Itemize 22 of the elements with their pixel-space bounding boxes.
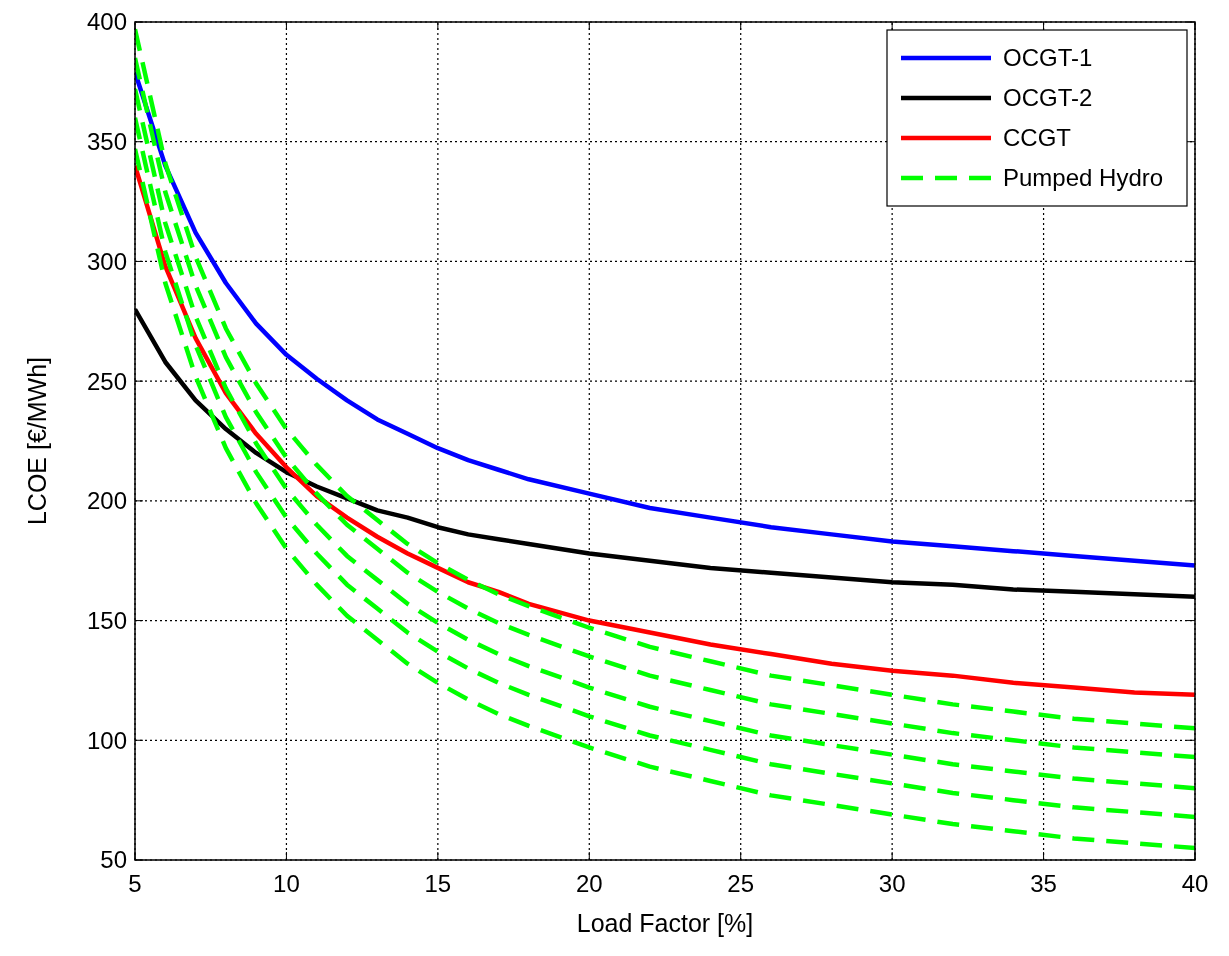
y-tick-label: 150 xyxy=(86,606,127,634)
legend-label: Pumped Hydro xyxy=(1003,164,1164,192)
y-tick-label: 400 xyxy=(86,8,127,36)
x-tick-label: 25 xyxy=(727,870,755,897)
x-axis-title: Load Factor [%] xyxy=(576,909,754,937)
x-tick-label: 15 xyxy=(424,870,452,897)
x-tick-label: 20 xyxy=(575,870,603,897)
y-tick-label: 350 xyxy=(86,128,127,156)
y-tick-label: 300 xyxy=(86,247,127,275)
y-axis-title: LCOE [€/MWh] xyxy=(23,356,51,526)
legend-label: OCGT-2 xyxy=(1003,84,1093,112)
x-tick-label: 35 xyxy=(1030,870,1057,897)
x-tick-label: 40 xyxy=(1181,870,1209,897)
x-tick-label: 10 xyxy=(273,870,300,897)
x-tick-label: 5 xyxy=(128,870,142,897)
legend-label: CCGT xyxy=(1003,124,1072,152)
x-tick-label: 30 xyxy=(878,870,906,897)
y-tick-label: 50 xyxy=(100,846,127,874)
y-tick-label: 250 xyxy=(86,367,127,395)
y-tick-label: 200 xyxy=(86,487,127,515)
legend-label: OCGT-1 xyxy=(1003,44,1093,72)
y-tick-label: 100 xyxy=(86,726,127,754)
